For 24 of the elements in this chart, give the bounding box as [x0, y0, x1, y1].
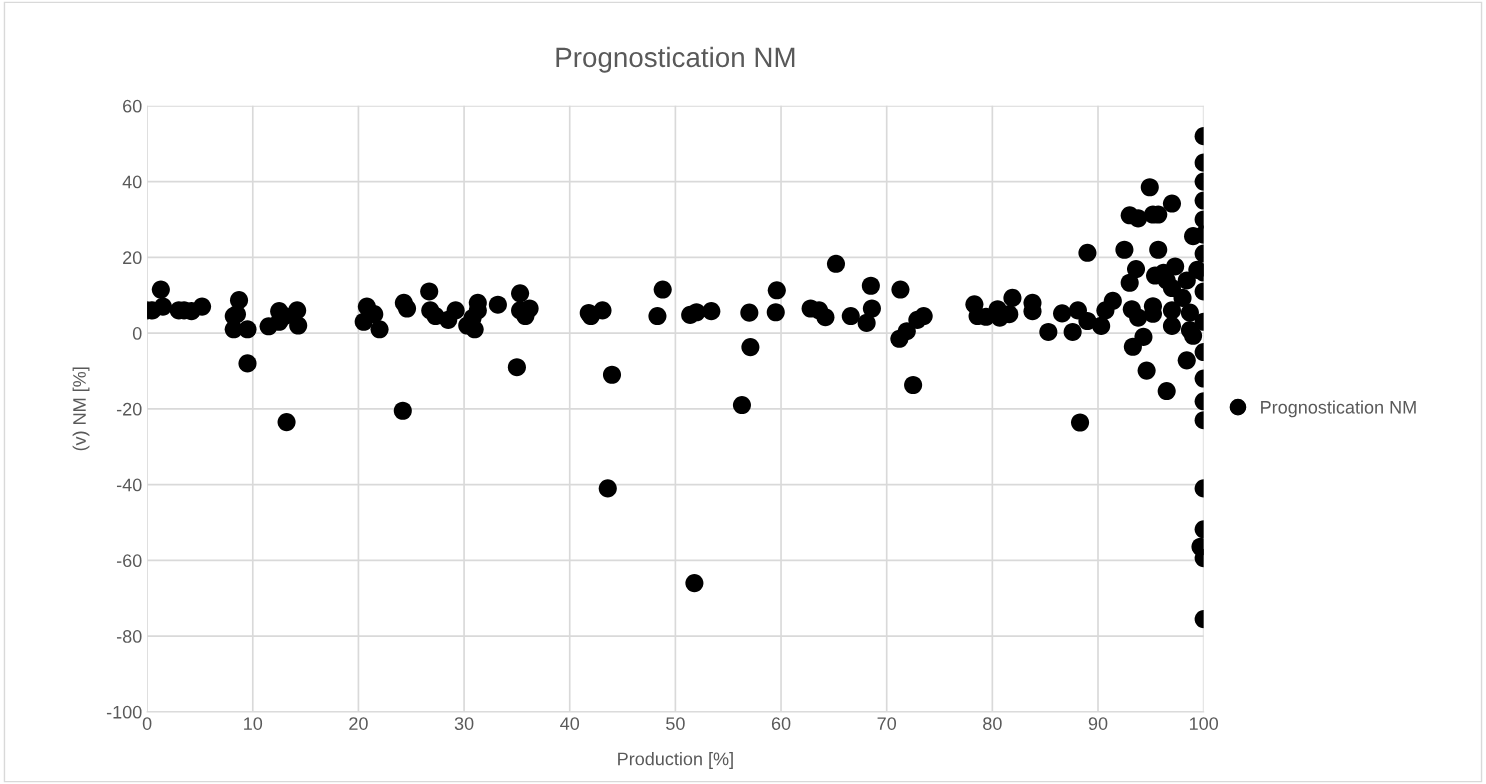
- x-tick-label: 60: [771, 717, 791, 730]
- y-tick-label: -60: [116, 554, 142, 568]
- y-tick-label: -40: [116, 478, 142, 492]
- x-tick-label: 40: [560, 717, 580, 730]
- x-tick-label: 20: [349, 717, 368, 730]
- x-tick-label: 90: [1088, 717, 1108, 730]
- y-tick-label: 20: [123, 251, 142, 265]
- x-axis-title: Production [%]: [618, 752, 733, 769]
- legend-label: Prognostication NM: [1261, 400, 1416, 418]
- x-tick-label: 30: [454, 717, 474, 730]
- y-tick-label: 0: [132, 327, 142, 340]
- x-tick-label: 0: [142, 717, 152, 730]
- x-tick-label: 50: [666, 717, 685, 730]
- x-tick-label: 70: [877, 717, 897, 730]
- y-axis-title: (v) NM [%]: [72, 367, 90, 451]
- x-tick-label: 10: [244, 717, 263, 730]
- y-tick-label: 40: [122, 175, 142, 189]
- y-tick-label: -20: [116, 402, 142, 416]
- chart-title: Prognostication NM: [556, 46, 795, 73]
- y-tick-label: -100: [106, 705, 142, 719]
- y-tick-label: -80: [116, 630, 142, 643]
- y-tick-label: 60: [123, 99, 142, 113]
- x-tick-label: 80: [983, 717, 1002, 730]
- x-tick-label: 100: [1189, 717, 1219, 730]
